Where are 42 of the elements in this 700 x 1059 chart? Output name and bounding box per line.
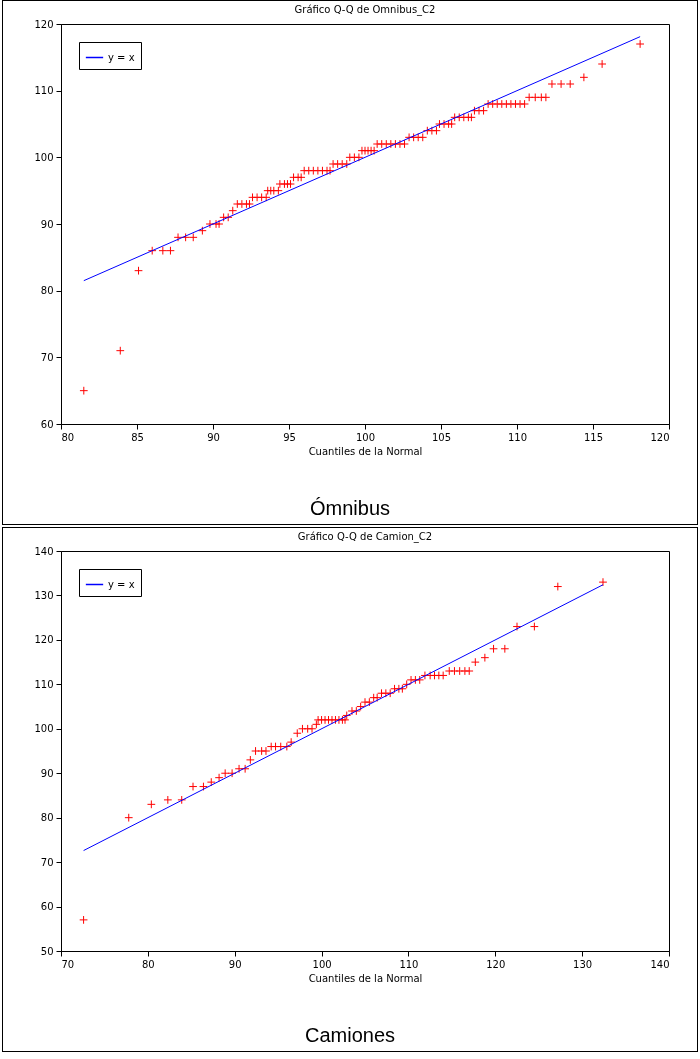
x-axis-title: Cuantiles de la Normal [308,972,423,984]
y-tick-label: 120 [34,634,54,646]
x-tick-label: 70 [61,958,75,970]
y-tick-label: 70 [40,351,54,363]
x-tick-label: 90 [207,431,220,443]
x-tick-label: 115 [583,431,604,443]
x-tick-label: 105 [431,431,452,443]
y-tick-label: 110 [34,678,54,690]
y-tick-label: 60 [40,901,54,913]
chart-title: Gráfico Q-Q de Omnibus_C2 [294,4,436,16]
text: Camiones [303,1024,396,1047]
x-tick-label: 80 [141,958,155,970]
y-tick-label: 100 [34,723,54,735]
y-tick-label: 90 [40,218,54,230]
y-tick-label: 50 [40,945,54,957]
y-tick-label: 130 [34,589,54,601]
legend-label: y = x [108,578,135,590]
y-tick-label: 90 [40,767,54,779]
y-tick-label: 140 [34,545,54,557]
x-tick-label: 110 [399,958,419,970]
x-tick-label: 85 [131,431,144,443]
x-tick-label: 100 [312,958,332,970]
x-tick-label: 100 [355,431,376,443]
x-tick-label: 120 [650,431,670,443]
y-tick-label: 70 [40,856,54,868]
x-axis-title: Cuantiles de la Normal [308,445,423,457]
y-tick-label: 80 [40,812,54,824]
y-tick-label: 110 [34,85,54,97]
x-tick-label: 110 [507,431,528,443]
y-tick-label: 100 [34,151,54,163]
x-tick-label: 130 [573,958,593,970]
y-tick-label: 80 [40,285,54,297]
x-tick-label: 95 [283,431,296,443]
text: Ómnibus [309,497,391,520]
x-tick-label: 90 [228,958,242,970]
x-tick-label: 140 [650,958,670,970]
x-tick-label: 120 [486,958,506,970]
chart-title: Gráfico Q-Q de Camion_C2 [297,531,433,543]
y-tick-label: 120 [34,18,54,30]
x-tick-label: 80 [61,431,75,443]
y-tick-label: 60 [40,418,54,430]
legend-label: y = x [108,51,135,63]
